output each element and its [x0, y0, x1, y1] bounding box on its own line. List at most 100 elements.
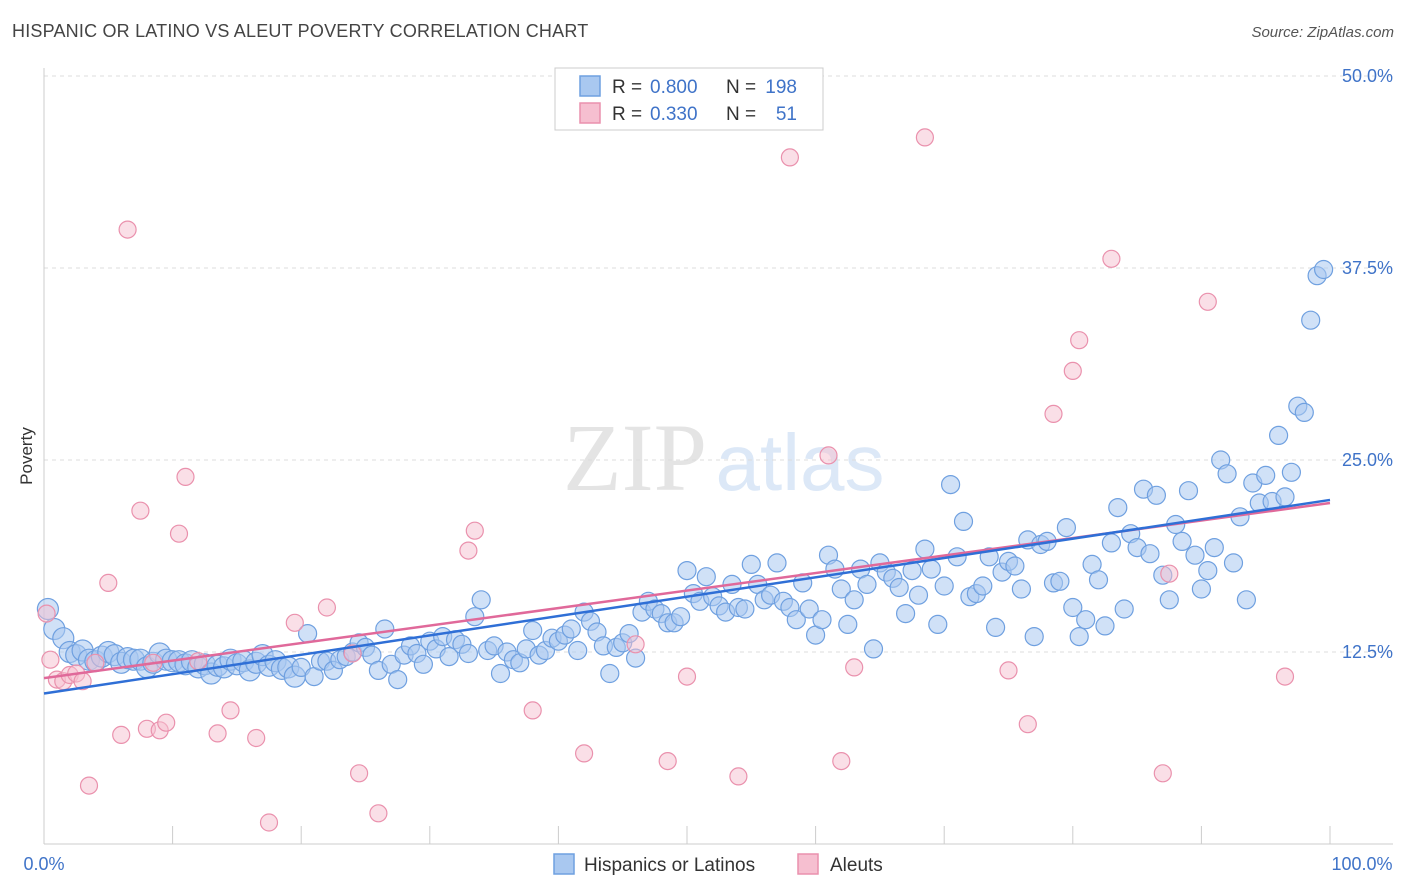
- legend-n-label-blue: N =: [726, 77, 761, 98]
- blue-point-163: [1088, 570, 1109, 590]
- pink-point-16: [157, 713, 176, 732]
- blue-point-99: [677, 560, 697, 581]
- pink-point-1: [41, 650, 60, 669]
- blue-point-172: [1146, 485, 1167, 505]
- blue-point-140: [940, 475, 961, 495]
- blue-point-58: [413, 654, 433, 674]
- pink-point-32: [574, 744, 594, 763]
- blue-point-109: [741, 554, 761, 575]
- blue-point-102: [696, 567, 716, 587]
- pink-point-47: [1102, 249, 1121, 268]
- blue-point-196: [1301, 310, 1321, 330]
- pink-point-34: [658, 751, 677, 771]
- blue-point-180: [1198, 560, 1218, 581]
- blue-point-65: [458, 643, 478, 664]
- blue-point-125: [844, 590, 864, 610]
- pink-point-37: [780, 148, 800, 167]
- legend-n-value-blue: 198: [765, 77, 797, 98]
- blue-point-186: [1236, 590, 1257, 610]
- blue-point-157: [1050, 571, 1070, 591]
- blue-point-176: [1172, 531, 1192, 552]
- blue-point-67: [471, 590, 491, 610]
- pink-point-9: [99, 573, 118, 593]
- blue-point-178: [1185, 545, 1205, 565]
- series-hispanics-points: [36, 259, 1334, 690]
- blue-point-161: [1076, 610, 1096, 630]
- blue-point-135: [908, 585, 929, 605]
- blue-point-167: [1114, 599, 1134, 619]
- watermark-zip: ZIP: [563, 404, 707, 511]
- bottom-legend: Hispanics or Latinos Aleuts: [553, 853, 883, 876]
- grid-lines: [44, 75, 1393, 653]
- pink-point-48: [1153, 764, 1172, 783]
- x-tick-label-max: 100.0%: [1331, 854, 1392, 874]
- legend-swatch-blue: [579, 75, 601, 97]
- source-note: Source: ZipAtlas.com: [1251, 24, 1394, 41]
- pink-point-25: [317, 598, 336, 617]
- blue-point-177: [1178, 481, 1199, 501]
- pink-point-38: [819, 446, 838, 465]
- x-tick-label-min: 0.0%: [23, 854, 64, 874]
- legend-n-value-pink: 51: [776, 104, 797, 125]
- blue-point-138: [928, 614, 948, 635]
- blue-point-153: [1024, 626, 1044, 647]
- pink-point-20: [208, 724, 227, 743]
- blue-point-62: [439, 646, 459, 667]
- blue-point-132: [889, 577, 909, 598]
- pink-point-39: [832, 751, 851, 771]
- blue-point-127: [857, 574, 877, 595]
- blue-point-181: [1204, 537, 1224, 558]
- pink-point-26: [343, 644, 362, 663]
- blue-point-124: [838, 614, 858, 635]
- pink-point-21: [221, 701, 240, 720]
- pink-point-11: [118, 220, 137, 239]
- blue-point-164: [1095, 616, 1115, 636]
- blue-point-171: [1140, 544, 1160, 564]
- blue-point-142: [953, 511, 974, 532]
- x-ticks: [172, 826, 1331, 844]
- blue-point-183: [1217, 464, 1237, 484]
- pink-point-50: [1198, 292, 1217, 311]
- blue-point-145: [973, 576, 993, 596]
- trend-line-hispanics: [43, 498, 1331, 695]
- blue-point-87: [600, 663, 620, 684]
- blue-point-160: [1069, 626, 1089, 647]
- blue-point-82: [568, 640, 588, 661]
- blue-point-98: [670, 607, 691, 627]
- pink-point-45: [1063, 361, 1082, 380]
- pink-point-33: [626, 635, 645, 654]
- legend-swatch-pink: [579, 102, 601, 124]
- y-axis-label: Poverty: [17, 427, 36, 485]
- blue-point-75: [523, 620, 543, 641]
- blue-point-54: [388, 669, 408, 690]
- legend-box: R = 0.800 N = 198 R = 0.330 N = 51: [554, 67, 824, 131]
- pink-point-36: [729, 767, 748, 786]
- bottom-legend-label-blue: Hispanics or Latinos: [584, 855, 755, 876]
- series-aleuts-points: [37, 128, 1295, 832]
- bottom-legend-swatch-pink: [797, 853, 819, 875]
- y-tick-label-3: 50.0%: [1342, 66, 1393, 86]
- blue-point-137: [921, 559, 941, 579]
- blue-point-147: [985, 617, 1006, 638]
- pink-point-8: [86, 653, 105, 672]
- pink-point-17: [169, 524, 189, 543]
- blue-point-70: [490, 663, 511, 684]
- blue-point-52: [375, 619, 395, 639]
- blue-point-133: [895, 603, 916, 624]
- blue-point-174: [1159, 590, 1179, 610]
- blue-point-39: [291, 657, 311, 678]
- blue-point-116: [786, 610, 806, 630]
- blue-point-151: [1011, 579, 1032, 599]
- pink-point-41: [915, 128, 935, 147]
- pink-point-7: [79, 776, 99, 795]
- blue-point-158: [1056, 517, 1077, 538]
- blue-point-139: [934, 576, 954, 596]
- pink-point-40: [845, 658, 864, 677]
- pink-point-10: [112, 725, 131, 745]
- y-tick-label-2: 37.5%: [1342, 258, 1393, 278]
- y-tick-label-1: 25.0%: [1342, 450, 1393, 470]
- blue-point-120: [812, 610, 832, 630]
- pink-point-27: [350, 764, 369, 783]
- chart-title: HISPANIC OR LATINO VS ALEUT POVERTY CORR…: [12, 21, 589, 41]
